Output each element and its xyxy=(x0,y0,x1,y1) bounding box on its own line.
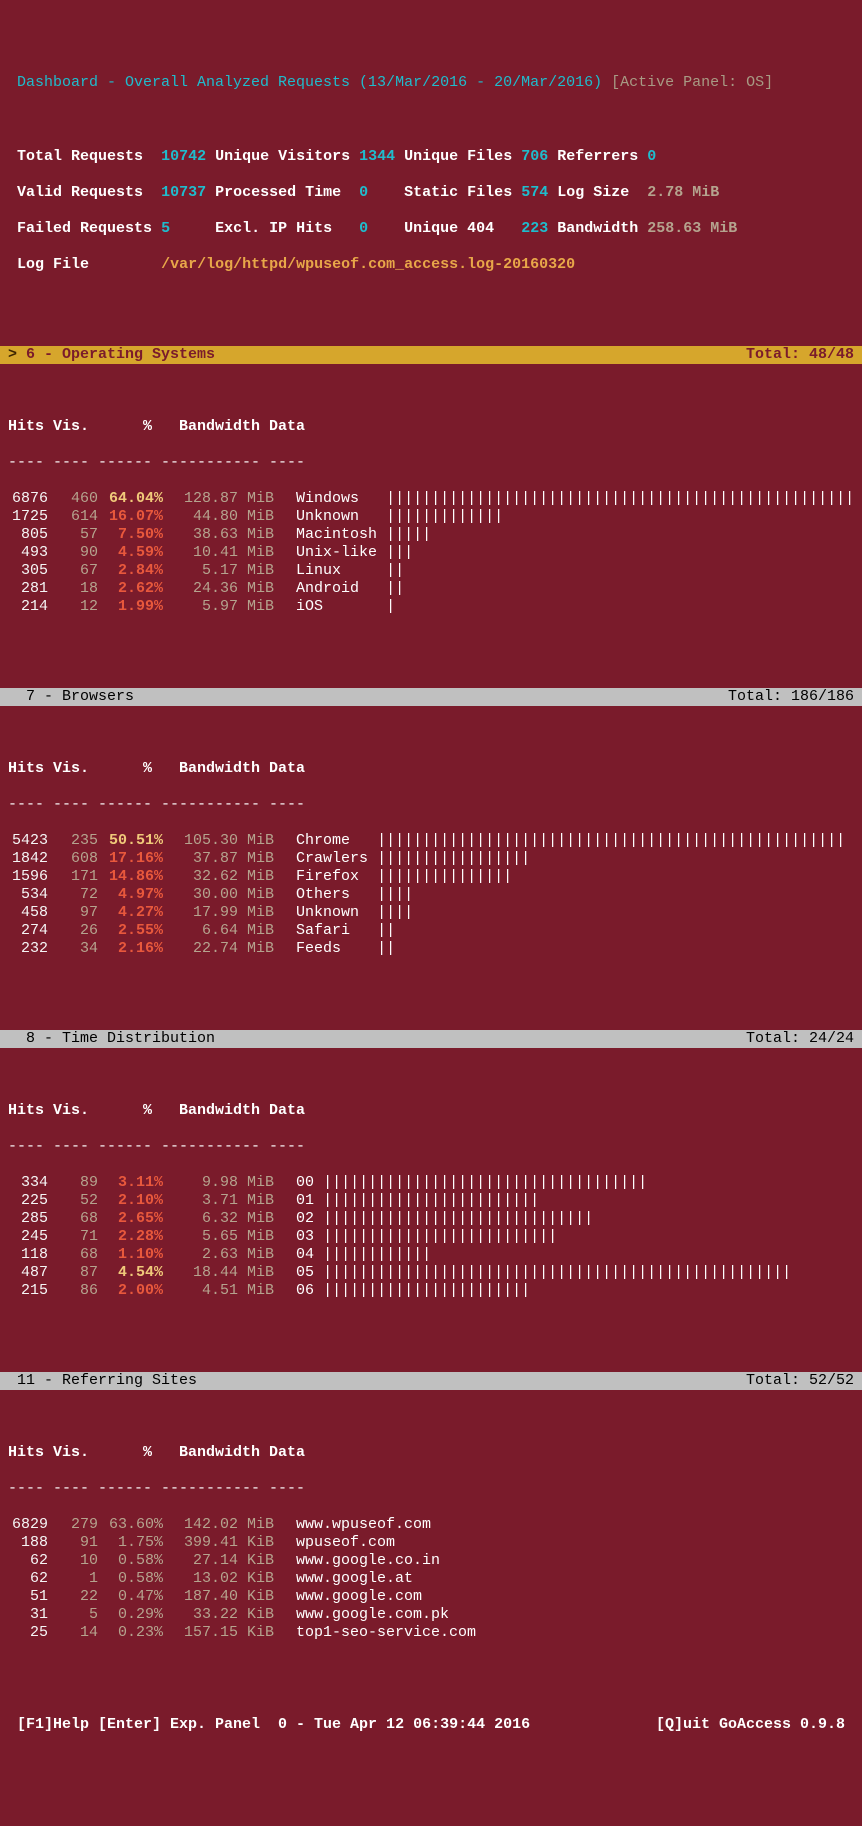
spacer xyxy=(0,634,862,652)
table-row: 274 26 2.55% 6.64 MiB Safari || xyxy=(0,922,862,940)
table-row: 215 86 2.00% 4.51 MiB 06 |||||||||||||||… xyxy=(0,1282,862,1300)
table-row: 5423 235 50.51% 105.30 MiB Chrome ||||||… xyxy=(0,832,862,850)
spacer xyxy=(0,1660,862,1678)
table-row: 232 34 2.16% 22.74 MiB Feeds || xyxy=(0,940,862,958)
table-row: 188 91 1.75% 399.41 KiB wpuseof.com xyxy=(0,1534,862,1552)
table-row: 31 5 0.29% 33.22 KiB www.google.com.pk xyxy=(0,1606,862,1624)
panel-browsers-dashes: ---- ---- ------ ----------- ---- xyxy=(0,796,862,814)
dashboard-title: Dashboard - Overall Analyzed Requests (1… xyxy=(0,72,862,94)
panel-time-dashes: ---- ---- ------ ----------- ---- xyxy=(0,1138,862,1156)
spacer xyxy=(0,976,862,994)
table-row: 51 22 0.47% 187.40 KiB www.google.com xyxy=(0,1588,862,1606)
summary-row-4: Log File /var/log/httpd/wpuseof.com_acce… xyxy=(0,256,862,274)
table-row: 281 18 2.62% 24.36 MiB Android || xyxy=(0,580,862,598)
table-row: 1725 614 16.07% 44.80 MiB Unknown ||||||… xyxy=(0,508,862,526)
spacer xyxy=(0,1408,862,1426)
table-row: 305 67 2.84% 5.17 MiB Linux || xyxy=(0,562,862,580)
table-row: 1596 171 14.86% 32.62 MiB Firefox ||||||… xyxy=(0,868,862,886)
table-row: 534 72 4.97% 30.00 MiB Others |||| xyxy=(0,886,862,904)
spacer xyxy=(0,1066,862,1084)
panel-browsers-columns: Hits Vis. % Bandwidth Data xyxy=(0,760,862,778)
spacer xyxy=(0,292,862,310)
panel-os-header[interactable]: > 6 - Operating SystemsTotal: 48/48 xyxy=(0,346,862,364)
spacer xyxy=(0,1318,862,1336)
table-row: 118 68 1.10% 2.63 MiB 04 |||||||||||| xyxy=(0,1246,862,1264)
table-row: 1842 608 17.16% 37.87 MiB Crawlers |||||… xyxy=(0,850,862,868)
table-row: 487 87 4.54% 18.44 MiB 05 ||||||||||||||… xyxy=(0,1264,862,1282)
panel-os-dashes: ---- ---- ------ ----------- ---- xyxy=(0,454,862,472)
summary-row-1: Total Requests 10742 Unique Visitors 134… xyxy=(0,148,862,166)
summary-row-3: Failed Requests 5 Excl. IP Hits 0 Unique… xyxy=(0,220,862,238)
panel-referring-header[interactable]: 11 - Referring SitesTotal: 52/52 xyxy=(0,1372,862,1390)
table-row: 62 1 0.58% 13.02 KiB www.google.at xyxy=(0,1570,862,1588)
panel-os-columns: Hits Vis. % Bandwidth Data xyxy=(0,418,862,436)
table-row: 458 97 4.27% 17.99 MiB Unknown |||| xyxy=(0,904,862,922)
table-row: 25 14 0.23% 157.15 KiB top1-seo-service.… xyxy=(0,1624,862,1642)
table-row: 6829 279 63.60% 142.02 MiB www.wpuseof.c… xyxy=(0,1516,862,1534)
footer-bar: [F1]Help [Enter] Exp. Panel 0 - Tue Apr … xyxy=(0,1714,862,1736)
panel-referring-columns: Hits Vis. % Bandwidth Data xyxy=(0,1444,862,1462)
panel-referring-dashes: ---- ---- ------ ----------- ---- xyxy=(0,1480,862,1498)
table-row: 285 68 2.65% 6.32 MiB 02 |||||||||||||||… xyxy=(0,1210,862,1228)
table-row: 62 10 0.58% 27.14 KiB www.google.co.in xyxy=(0,1552,862,1570)
panel-browsers-header[interactable]: 7 - BrowsersTotal: 186/186 xyxy=(0,688,862,706)
table-row: 334 89 3.11% 9.98 MiB 00 |||||||||||||||… xyxy=(0,1174,862,1192)
table-row: 214 12 1.99% 5.97 MiB iOS | xyxy=(0,598,862,616)
table-row: 805 57 7.50% 38.63 MiB Macintosh ||||| xyxy=(0,526,862,544)
table-row: 6876 460 64.04% 128.87 MiB Windows |||||… xyxy=(0,490,862,508)
panel-time-header[interactable]: 8 - Time DistributionTotal: 24/24 xyxy=(0,1030,862,1048)
panel-time-columns: Hits Vis. % Bandwidth Data xyxy=(0,1102,862,1120)
table-row: 225 52 2.10% 3.71 MiB 01 |||||||||||||||… xyxy=(0,1192,862,1210)
summary-row-2: Valid Requests 10737 Processed Time 0 St… xyxy=(0,184,862,202)
table-row: 245 71 2.28% 5.65 MiB 03 |||||||||||||||… xyxy=(0,1228,862,1246)
spacer xyxy=(0,382,862,400)
table-row: 493 90 4.59% 10.41 MiB Unix-like ||| xyxy=(0,544,862,562)
spacer xyxy=(0,724,862,742)
spacer xyxy=(0,112,862,130)
